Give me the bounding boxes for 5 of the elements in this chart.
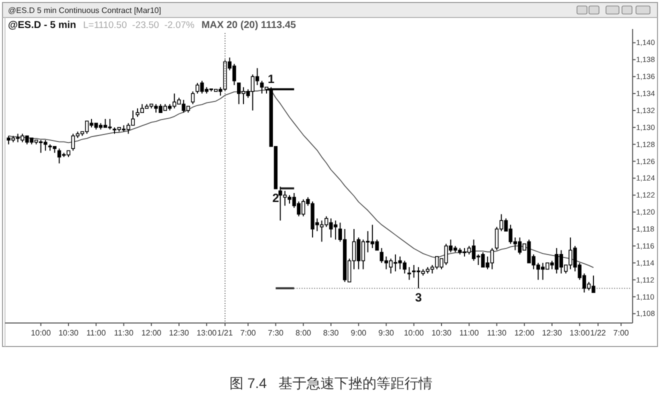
- legend: MAX 20 (20) 1113.45: [201, 20, 296, 31]
- annotation: L=1110.50 -23.50 -2.07%: [83, 20, 194, 31]
- subtitle: @ES.D - 5 min: [8, 20, 76, 31]
- caption: 图 7.4 基于急速下挫的等距行情: [229, 375, 433, 391]
- title: @ES.D 5 min Continuous Contract [Mar10]: [8, 6, 162, 15]
